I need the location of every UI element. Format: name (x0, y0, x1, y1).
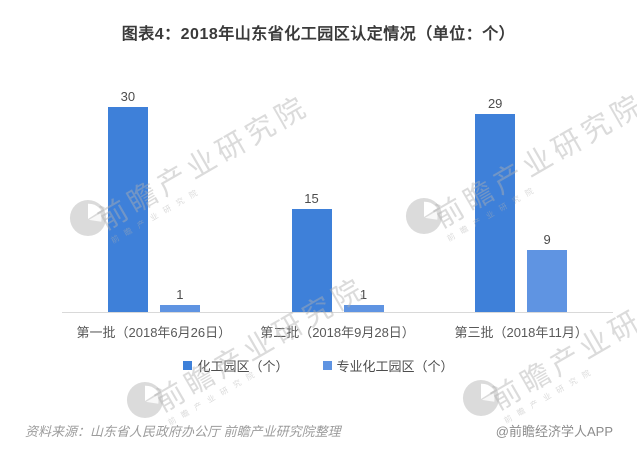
x-axis-label-cat2: 第三批（2018年11月） (454, 325, 588, 340)
legend-item-s1: 专业化工园区（个） (322, 356, 454, 375)
bar-value-label: 29 (487, 96, 503, 111)
bar-wrap-s1-c1: 1 (343, 287, 384, 312)
legend-label: 专业化工园区（个） (336, 359, 454, 374)
bar-wrap-s0-c0: 30 (107, 89, 148, 312)
legend-swatch-icon (322, 361, 332, 370)
bar-s0-c2 (475, 114, 516, 312)
bar-group-cat0: 30 1 (62, 80, 246, 312)
bar-s1-c2 (527, 250, 568, 312)
bar-wrap-s0-c2: 29 (475, 96, 516, 312)
legend-label: 化工园区（个） (197, 359, 289, 374)
source-text: 资料来源：山东省人民政府办公厅 前瞻产业研究院整理 (25, 424, 341, 439)
bar-s1-c1 (343, 305, 384, 312)
bar-s0-c1 (291, 209, 332, 312)
plot-area: 30 1 15 1 29 9 (62, 80, 613, 313)
bar-value-label: 9 (543, 232, 551, 247)
legend-swatch-icon (183, 361, 193, 370)
legend: 化工园区（个） 专业化工园区（个） (0, 356, 637, 375)
footer: 资料来源：山东省人民政府办公厅 前瞻产业研究院整理 @前瞻经济学人APP (25, 421, 613, 440)
bar-group-cat2: 29 9 (429, 80, 613, 312)
bar-s0-c0 (107, 107, 148, 312)
qianzhan-logo-icon (462, 379, 500, 417)
bar-wrap-s1-c2: 9 (527, 232, 568, 312)
bar-wrap-s0-c1: 15 (291, 191, 332, 312)
bar-value-label: 30 (120, 89, 136, 104)
qianzhan-logo-icon (126, 381, 164, 419)
x-axis-label-cat0: 第一批（2018年6月26日） (76, 325, 232, 340)
x-axis-labels: 第一批（2018年6月26日） 第二批（2018年9月28日） 第三批（2018年1… (62, 322, 613, 341)
bar-wrap-s1-c0: 1 (159, 287, 200, 312)
bar-value-label: 1 (176, 287, 184, 302)
chart-title: 图表4：2018年山东省化工园区认定情况（单位：个） (121, 26, 516, 43)
bar-s1-c0 (159, 305, 200, 312)
credit-text: @前瞻经济学人APP (495, 424, 613, 439)
legend-item-s0: 化工园区（个） (183, 356, 289, 375)
bar-value-label: 1 (359, 287, 368, 302)
x-axis-label-cat1: 第二批（2018年9月28日） (260, 325, 415, 340)
bar-value-label: 15 (304, 191, 319, 206)
bar-group-cat1: 15 1 (246, 80, 430, 312)
